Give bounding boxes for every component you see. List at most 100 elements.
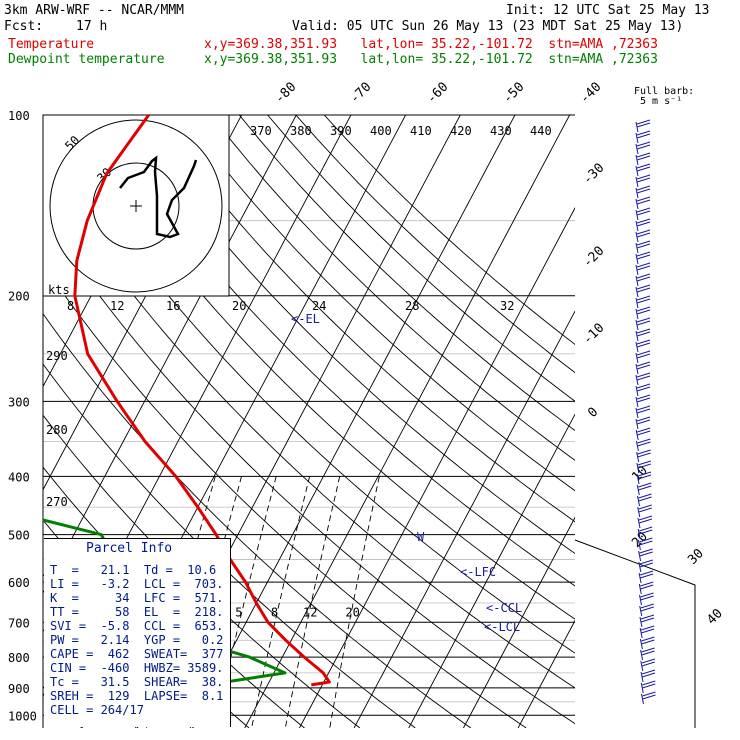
wind-barb: [636, 386, 651, 392]
wind-barb: [636, 331, 651, 337]
wind-barb: [636, 364, 651, 370]
wind-barb: [638, 493, 652, 499]
isotherm-label: -60: [424, 80, 451, 107]
ring-label: 8: [67, 299, 74, 313]
wind-barb: [640, 584, 654, 590]
wind-barb: [637, 452, 651, 458]
hodograph-units-label: kts: [48, 283, 70, 297]
wind-barb: [640, 595, 654, 601]
dry-adiabat-line: [97, 115, 575, 587]
wind-barb: [638, 504, 652, 510]
isotherm-label: 10: [629, 463, 651, 485]
ring-label: 32: [500, 299, 514, 313]
wind-barb: [636, 152, 651, 158]
level-marker-label: <-CCL: [486, 601, 522, 615]
wind-barb: [636, 317, 651, 323]
temperature-legend-label: Temperature: [8, 37, 95, 52]
theta-label-low: 290: [46, 349, 68, 363]
wind-barb: [636, 133, 651, 139]
wind-barb: [638, 485, 652, 491]
wind-barb: [638, 518, 653, 524]
theta-label: 400: [370, 124, 392, 138]
wind-barb: [637, 427, 651, 433]
wind-barb: [636, 185, 651, 191]
temperature-station-info: x,y=369.38,351.93 lat,lon= 35.22,-101.72…: [204, 37, 658, 52]
mixing-ratio-label: 12: [303, 605, 317, 619]
forecast-hour: 17 h: [76, 19, 108, 34]
wind-barb: [642, 683, 656, 689]
pressure-tick-label: 600: [8, 576, 30, 590]
wind-barb: [639, 540, 653, 546]
wind-barb: [636, 408, 651, 414]
dewpoint-legend-label: Dewpoint temperature: [8, 52, 165, 67]
theta-label: 410: [410, 124, 432, 138]
wind-barb: [636, 342, 651, 348]
wind-barb: [638, 496, 652, 502]
wind-barb: [641, 661, 655, 667]
dry-adiabat-line: [238, 115, 575, 432]
ring-label: 16: [166, 299, 180, 313]
level-marker-label: W: [417, 530, 425, 544]
wind-barb: [636, 309, 651, 315]
wind-barb: [636, 207, 651, 213]
wind-barb: [640, 617, 655, 623]
wind-barb: [637, 430, 651, 436]
isotherm-label: -40: [577, 80, 604, 107]
wind-barb: [637, 474, 652, 480]
theta-label: 420: [450, 124, 472, 138]
dry-adiabat-line: [69, 115, 575, 620]
wind-barb: [641, 669, 656, 675]
wind-barb: [636, 262, 651, 268]
isotherm-label: -80: [272, 80, 299, 107]
wind-barb: [639, 562, 653, 568]
isotherm-line: [0, 115, 23, 728]
wind-barb: [637, 463, 652, 469]
level-marker-label: <-LFC: [460, 565, 496, 579]
wind-barb: [636, 177, 651, 183]
parcel-row: K = 34 LFC = 571.: [50, 591, 224, 605]
wind-barb: [636, 210, 651, 216]
isotherm-line: [353, 310, 575, 728]
wind-barb: [637, 438, 651, 444]
wind-barb: [639, 570, 654, 576]
mixing-ratio-line: [251, 476, 311, 728]
wind-barb: [636, 130, 651, 136]
wind-barb: [641, 625, 655, 631]
ring-label: 20: [232, 299, 246, 313]
dry-adiabat-line: [210, 115, 575, 461]
wind-barb: [636, 284, 651, 290]
wind-barb: [636, 240, 651, 246]
wind-barb: [636, 199, 651, 205]
wind-barb: [641, 639, 655, 645]
parcel-row: Tc = 31.5 SHEAR= 38.: [50, 675, 224, 689]
dry-adiabat-line: [295, 115, 575, 374]
theta-label: 430: [490, 124, 512, 138]
dry-adiabat-line: [43, 117, 575, 654]
isotherm-label: 30: [685, 546, 707, 568]
wind-barb: [638, 507, 652, 513]
dry-adiabat-line: [267, 115, 575, 402]
ring-label: 24: [312, 299, 326, 313]
wind-barb: [636, 397, 651, 403]
wind-barb: [642, 694, 656, 700]
level-marker-label: <-EL: [291, 312, 320, 326]
wind-barb: [641, 628, 655, 634]
wind-barb: [636, 163, 651, 169]
wind-barb: [636, 339, 651, 345]
wind-barb: [636, 243, 651, 249]
isotherm-label: -30: [580, 161, 607, 188]
init-time: Init: 12 UTC Sat 25 May 13: [506, 3, 710, 18]
mixing-ratio-line: [329, 476, 380, 728]
parcel-row: PW = 2.14 YGP = 0.2: [50, 633, 224, 647]
hodograph-trace: [119, 155, 198, 239]
wind-barb: [636, 265, 651, 271]
dry-adiabat-line: [43, 312, 472, 728]
wind-barb: [636, 232, 651, 238]
wind-barb: [640, 603, 654, 609]
dewpoint-station-info: x,y=369.38,351.93 lat,lon= 35.22,-101.72…: [204, 52, 658, 67]
model-title: 3km ARW-WRF -- NCAR/MMM: [4, 3, 185, 18]
isotherm-line: [408, 413, 575, 728]
dry-adiabat-lines: [43, 115, 575, 728]
hodograph-ring: [49, 119, 223, 293]
wind-barb: [636, 196, 651, 202]
